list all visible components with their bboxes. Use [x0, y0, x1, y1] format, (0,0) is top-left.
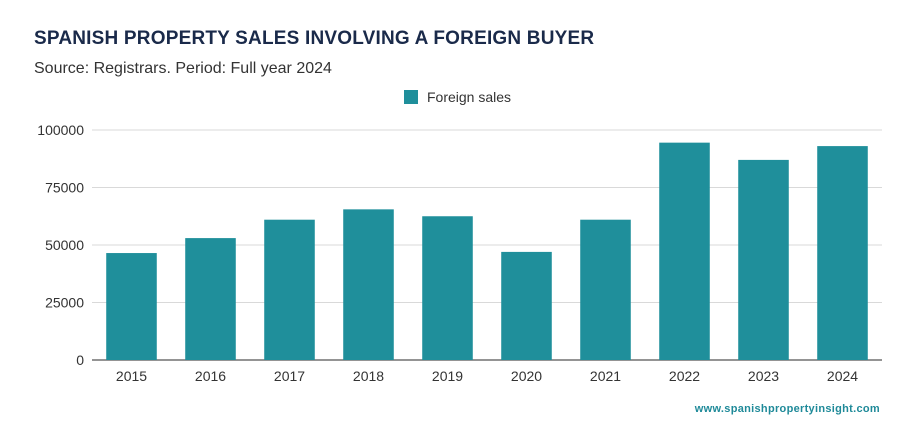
- y-tick-label: 100000: [37, 122, 84, 138]
- legend: Foreign sales: [404, 89, 511, 105]
- y-tick-label: 0: [76, 352, 84, 368]
- bar-2019: [422, 216, 473, 360]
- bar-2015: [106, 253, 157, 360]
- bar-2016: [185, 238, 236, 360]
- bar-2022: [659, 142, 710, 360]
- x-tick-label: 2019: [432, 368, 463, 384]
- x-tick-label: 2015: [116, 368, 147, 384]
- x-tick-label: 2024: [827, 368, 858, 384]
- bar-2023: [738, 159, 789, 360]
- x-tick-label: 2023: [748, 368, 779, 384]
- y-tick-label: 50000: [45, 237, 84, 253]
- bar-2020: [501, 251, 552, 360]
- x-tick-label: 2022: [669, 368, 700, 384]
- x-tick-label: 2016: [195, 368, 226, 384]
- legend-swatch: [404, 90, 418, 104]
- x-tick-label: 2020: [511, 368, 542, 384]
- legend-label: Foreign sales: [427, 89, 512, 105]
- y-tick-label: 25000: [45, 295, 84, 311]
- bar-2024: [817, 146, 868, 360]
- source-url[interactable]: www.spanishpropertyinsight.com: [694, 403, 880, 415]
- chart-title: SPANISH PROPERTY SALES INVOLVING A FOREI…: [34, 28, 595, 49]
- y-tick-label: 75000: [45, 180, 84, 196]
- x-tick-label: 2018: [353, 368, 384, 384]
- x-tick-label: 2021: [590, 368, 621, 384]
- x-tick-label: 2017: [274, 368, 305, 384]
- chart-subtitle: Source: Registrars. Period: Full year 20…: [34, 60, 332, 77]
- bar-2017: [264, 219, 315, 360]
- bar-2021: [580, 219, 631, 360]
- bar-2018: [343, 209, 394, 360]
